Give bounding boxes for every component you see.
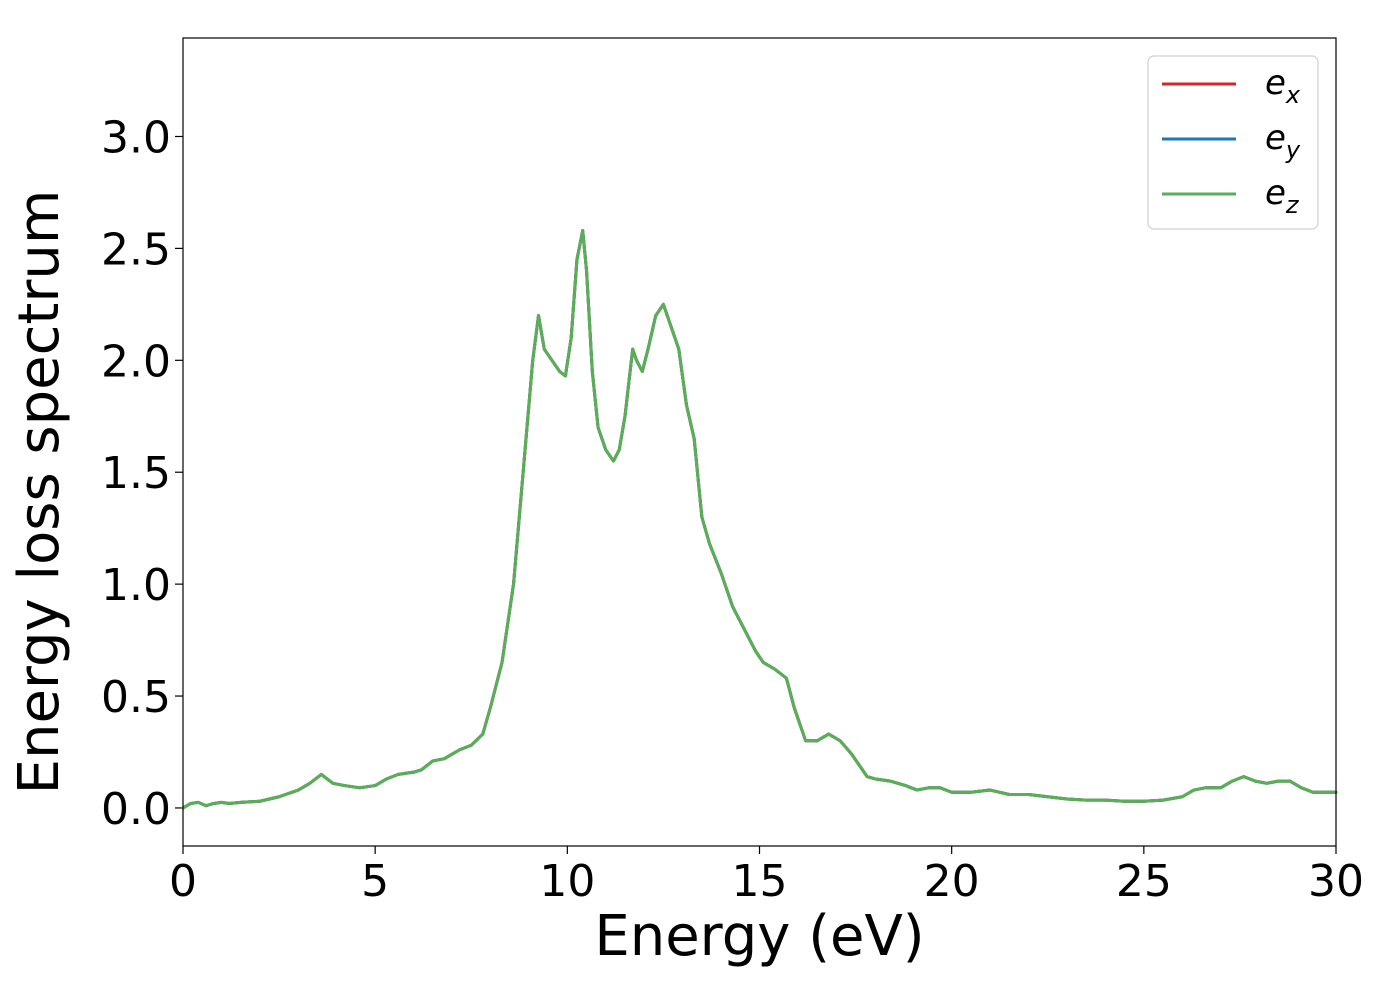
y-tick-label: 2.5 <box>101 224 171 275</box>
x-axis-ticks: 0 5 10 15 20 25 30 <box>169 846 1364 907</box>
y-tick-label: 1.0 <box>101 560 171 611</box>
x-tick-label: 15 <box>732 856 788 907</box>
x-tick-label: 10 <box>539 856 595 907</box>
y-tick-label: 3.0 <box>101 112 171 163</box>
legend-label-ey: ey <box>1265 118 1301 164</box>
series-line-ey <box>181 228 1338 810</box>
plot-frame <box>182 37 1337 847</box>
x-tick-label: 30 <box>1308 856 1364 907</box>
legend-label-subscript: x <box>1285 81 1301 109</box>
legend-label-base: e <box>1265 63 1286 103</box>
legend-label-ez: ez <box>1265 173 1300 219</box>
legend-label-base: e <box>1265 173 1286 213</box>
y-axis-label: Energy loss spectrum <box>7 190 72 795</box>
legend-label-subscript: z <box>1285 191 1300 219</box>
x-tick-label: 0 <box>169 856 197 907</box>
series-line-ex <box>181 228 1338 810</box>
x-tick-label: 25 <box>1116 856 1172 907</box>
y-tick-label: 2.0 <box>101 336 171 387</box>
y-tick-label: 1.5 <box>101 448 171 499</box>
legend-label-base: e <box>1265 118 1286 158</box>
x-tick-label: 20 <box>924 856 980 907</box>
series-line-ez <box>181 228 1338 810</box>
legend-label-subscript: y <box>1285 136 1301 164</box>
legend-box <box>1147 55 1319 230</box>
plot-series <box>181 228 1338 810</box>
x-tick-label: 5 <box>361 856 389 907</box>
x-axis-label: Energy (eV) <box>594 904 924 969</box>
legend-label-ex: ex <box>1265 63 1301 109</box>
y-tick-label: 0.5 <box>101 672 171 723</box>
y-axis-ticks: 0.0 0.5 1.0 1.5 2.0 2.5 3.0 <box>101 112 183 835</box>
y-tick-label: 0.0 <box>101 784 171 835</box>
